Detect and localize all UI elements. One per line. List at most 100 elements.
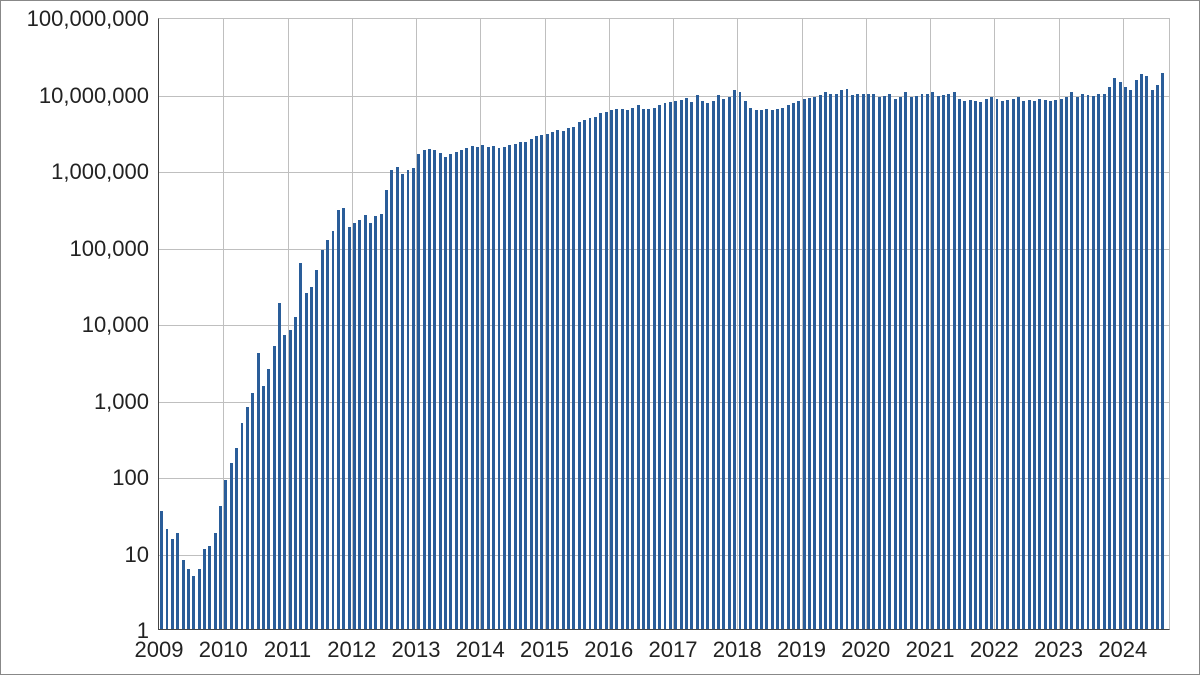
bar	[605, 112, 608, 629]
bar	[1097, 94, 1100, 630]
bar	[1161, 73, 1164, 629]
bar	[572, 127, 575, 629]
chart-container: 1101001,00010,000100,0001,000,00010,000,…	[0, 0, 1200, 675]
bar	[273, 346, 276, 629]
bar	[765, 109, 768, 629]
bar	[674, 101, 677, 629]
bar	[819, 95, 822, 629]
bar	[899, 97, 902, 629]
bar	[433, 150, 436, 629]
bar	[556, 130, 559, 629]
bar	[872, 94, 875, 630]
bar	[690, 102, 693, 629]
bar	[567, 128, 570, 629]
bar	[230, 463, 233, 629]
bar	[530, 139, 533, 629]
bar	[251, 393, 254, 629]
bar	[326, 240, 329, 629]
bar	[224, 480, 227, 629]
xtick-label: 2018	[713, 629, 762, 663]
bar	[958, 99, 961, 629]
bar	[637, 105, 640, 629]
bar	[733, 90, 736, 629]
bar	[1060, 99, 1063, 629]
bar	[235, 448, 238, 629]
plot-area: 1101001,00010,000100,0001,000,00010,000,…	[158, 18, 1170, 630]
bar	[626, 110, 629, 629]
bar	[439, 153, 442, 629]
bar	[385, 190, 388, 629]
xtick-label: 2022	[970, 629, 1019, 663]
bar	[364, 215, 367, 629]
bar	[492, 146, 495, 629]
bar	[294, 317, 297, 629]
bar	[444, 157, 447, 629]
bar	[680, 100, 683, 629]
bar	[835, 94, 838, 629]
bar	[824, 92, 827, 629]
bar	[305, 293, 308, 629]
bar	[1140, 74, 1143, 629]
bar	[1129, 90, 1132, 629]
bar	[1103, 94, 1106, 630]
bar	[813, 97, 816, 629]
bar	[460, 150, 463, 629]
bar	[176, 533, 179, 629]
bar	[862, 94, 865, 630]
bar	[888, 94, 891, 630]
bar	[471, 146, 474, 629]
bar	[246, 407, 249, 629]
ytick-label: 100	[112, 465, 159, 491]
bar	[931, 92, 934, 629]
xtick-label: 2013	[392, 629, 441, 663]
bar	[257, 353, 260, 629]
bar	[498, 148, 501, 629]
bar	[755, 110, 758, 629]
ytick-label: 1,000,000	[51, 159, 159, 185]
bar	[503, 147, 506, 629]
xtick-label: 2017	[649, 629, 698, 663]
bar	[519, 142, 522, 629]
bar	[840, 90, 843, 629]
bar	[412, 168, 415, 629]
bar	[706, 103, 709, 629]
bar	[299, 263, 302, 629]
bar	[535, 136, 538, 629]
bar	[669, 102, 672, 629]
bar	[776, 109, 779, 629]
bar	[1156, 85, 1159, 629]
bar	[578, 122, 581, 629]
bar	[390, 170, 393, 629]
bar	[160, 511, 163, 629]
bar	[540, 135, 543, 629]
bar	[187, 569, 190, 629]
bar	[797, 101, 800, 629]
bar	[910, 97, 913, 629]
xtick-label: 2024	[1098, 629, 1147, 663]
bar	[310, 287, 313, 629]
bar	[1135, 80, 1138, 629]
bar	[846, 89, 849, 629]
bar	[1017, 97, 1020, 629]
bar	[953, 92, 956, 629]
bar	[342, 208, 345, 629]
bar	[1044, 100, 1047, 629]
bar	[1006, 100, 1009, 629]
bar	[664, 103, 667, 629]
bar	[396, 167, 399, 629]
bar	[465, 148, 468, 629]
bar	[358, 220, 361, 629]
bar	[1012, 99, 1015, 629]
bar	[803, 99, 806, 629]
xtick-label: 2016	[584, 629, 633, 663]
xtick-label: 2010	[199, 629, 248, 663]
bar	[455, 152, 458, 629]
bar	[701, 101, 704, 629]
bar	[621, 109, 624, 629]
bar	[1124, 87, 1127, 629]
bar	[428, 149, 431, 629]
xtick-label: 2023	[1034, 629, 1083, 663]
bar	[792, 103, 795, 629]
xtick-label: 2019	[777, 629, 826, 663]
bar	[1145, 76, 1148, 629]
